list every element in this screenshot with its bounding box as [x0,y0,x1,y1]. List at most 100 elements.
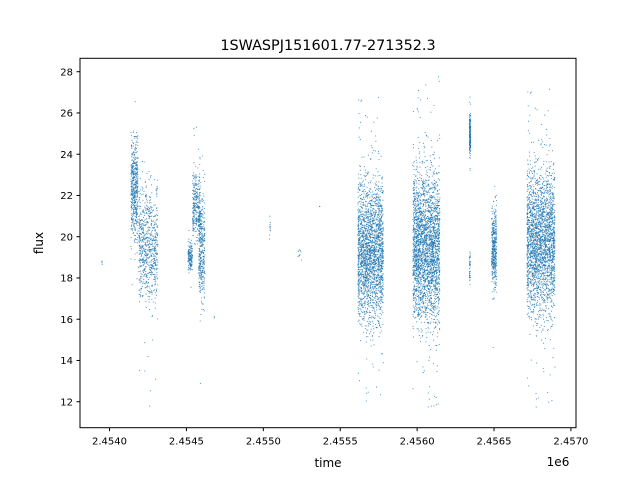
data-point [143,215,145,217]
data-point [371,224,373,226]
data-point [199,240,201,242]
data-point [370,158,372,160]
data-point [367,173,369,175]
data-point [156,253,158,255]
data-point [201,263,203,265]
data-point [195,207,197,209]
data-point [135,168,137,170]
data-point [363,331,365,333]
data-point [200,313,202,316]
data-point [139,178,141,180]
data-point [203,228,205,230]
data-point [367,211,369,213]
data-point [429,304,431,306]
data-point [141,238,143,240]
data-point [371,152,373,154]
data-point [131,230,133,232]
data-point [380,246,382,248]
data-point [358,257,360,259]
data-point [140,291,142,293]
data-point [367,336,369,338]
data-point [437,268,439,270]
data-point [429,169,432,171]
data-point [368,230,371,232]
data-point [143,210,145,212]
data-point [380,219,382,221]
data-point [189,264,191,266]
data-point [382,235,384,237]
data-point [146,222,148,224]
data-point [421,200,423,202]
data-point [204,173,206,175]
data-point [359,280,361,282]
data-point [137,180,139,182]
data-point [365,247,367,250]
data-point [358,231,360,233]
data-point [433,302,435,304]
data-point [362,217,364,219]
data-point [132,212,134,214]
data-point [196,206,198,208]
data-point [375,200,377,203]
data-point [195,226,197,228]
data-point [192,221,194,223]
data-point [377,219,379,221]
data-point [143,190,145,193]
data-point [360,197,362,199]
data-point [195,126,198,128]
data-point [380,394,382,396]
data-point [155,190,157,192]
data-point [378,320,380,322]
data-point [194,165,196,167]
data-point [134,194,136,196]
data-point [369,248,371,250]
data-point [365,267,367,269]
data-point [374,313,376,315]
data-point [135,161,137,163]
data-point [140,223,142,225]
data-point [373,290,376,293]
data-point [362,311,364,313]
data-point [143,260,145,262]
data-point [359,304,361,306]
data-point [378,197,380,199]
data-point [369,182,371,184]
data-point [199,291,201,294]
data-point [142,199,144,201]
data-point [151,298,153,300]
data-point [139,282,141,284]
data-point [151,292,153,294]
data-point [360,278,362,280]
data-point [377,261,379,263]
data-point [366,265,368,267]
data-point [154,229,156,231]
data-point [434,292,436,294]
data-point [151,259,153,261]
data-point [368,242,371,244]
data-point [380,248,382,250]
data-point [357,282,359,284]
data-point [203,263,205,265]
data-point [364,313,366,315]
data-point [198,210,200,212]
data-point [131,185,133,187]
data-point [203,248,206,250]
data-point [378,188,380,190]
data-point [192,199,194,201]
data-point [364,176,366,178]
data-point [136,140,138,142]
data-point [141,248,143,250]
data-point [132,180,134,182]
data-point [369,333,371,335]
data-point [204,221,206,223]
data-point [374,260,377,262]
data-point [381,239,383,241]
data-point [365,253,367,255]
data-point [269,230,271,232]
data-point [143,275,145,277]
data-point [200,223,202,225]
data-point [144,273,146,275]
data-point [131,214,133,216]
data-point [357,196,359,198]
data-point [369,296,371,299]
